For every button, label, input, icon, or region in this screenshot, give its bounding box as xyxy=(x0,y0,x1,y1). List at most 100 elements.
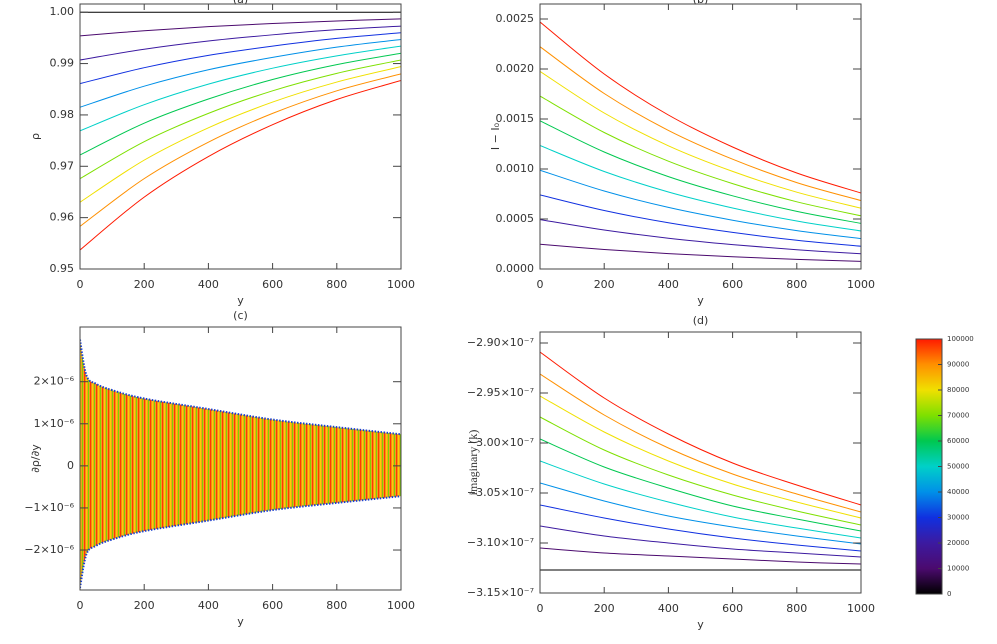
x-tick-label: 800 xyxy=(326,599,347,612)
colorbar-tick-label: 70000 xyxy=(947,412,969,420)
x-tick-label: 1000 xyxy=(847,602,875,615)
y-tick-label: −2.90×10⁻⁷ xyxy=(467,336,534,349)
colorbar-tick-label: 50000 xyxy=(947,463,969,471)
line xyxy=(540,416,861,526)
y-tick-label: −3.10×10⁻⁷ xyxy=(467,536,534,549)
plot-area xyxy=(540,351,861,571)
x-tick-label: 1000 xyxy=(387,599,415,612)
x-tick-label: 400 xyxy=(658,278,679,291)
line xyxy=(540,95,861,217)
x-tick-label: 0 xyxy=(537,278,544,291)
colorbar-tick-label: 90000 xyxy=(947,361,969,369)
x-axis-label: y xyxy=(697,618,704,631)
y-tick-label: 0.0015 xyxy=(496,112,535,125)
chart-title: (d) xyxy=(693,314,709,327)
x-tick-label: 800 xyxy=(326,278,347,291)
line xyxy=(80,38,401,108)
line xyxy=(540,145,861,232)
colorbar xyxy=(915,338,943,595)
y-tick-label: 0.95 xyxy=(50,262,75,275)
x-tick-label: 600 xyxy=(262,599,283,612)
line xyxy=(80,25,401,61)
x-tick-label: 0 xyxy=(77,278,84,291)
line xyxy=(540,194,861,247)
line xyxy=(540,243,861,262)
y-tick-label: −3.15×10⁻⁷ xyxy=(467,586,534,599)
line xyxy=(80,18,401,37)
line xyxy=(540,21,861,194)
y-tick-label: 0.0000 xyxy=(496,262,535,275)
chart-title: (b) xyxy=(693,0,709,6)
y-tick-label: −2.95×10⁻⁷ xyxy=(467,386,534,399)
x-tick-label: 200 xyxy=(594,278,615,291)
line xyxy=(540,525,861,558)
x-tick-label: 200 xyxy=(134,599,155,612)
y-tick-label: 0.0025 xyxy=(496,12,535,25)
plot-area xyxy=(80,339,401,589)
x-tick-label: 600 xyxy=(722,278,743,291)
line xyxy=(80,45,401,132)
x-tick-label: 1000 xyxy=(847,278,875,291)
y-tick-label: 1×10⁻⁶ xyxy=(34,417,75,430)
y-tick-label: 0.0020 xyxy=(496,62,535,75)
chart-title: (c) xyxy=(233,309,248,322)
x-tick-label: 400 xyxy=(658,602,679,615)
colorbar-tick-label: 100000 xyxy=(947,335,974,343)
x-axis-label: y xyxy=(237,294,244,307)
colorbar-tick-label: 60000 xyxy=(947,437,969,445)
line xyxy=(540,460,861,539)
x-tick-label: 600 xyxy=(262,278,283,291)
line xyxy=(540,219,861,255)
x-tick-label: 200 xyxy=(134,278,155,291)
x-axis-label: y xyxy=(237,615,244,628)
x-tick-label: 1000 xyxy=(387,278,415,291)
line xyxy=(80,73,401,227)
y-tick-label: 0.98 xyxy=(50,108,75,121)
line xyxy=(540,169,861,240)
plot-area xyxy=(540,21,861,269)
y-tick-label: −3.00×10⁻⁷ xyxy=(467,436,534,449)
y-axis-label: imaginary (k) xyxy=(466,430,480,496)
frame xyxy=(79,326,402,591)
line xyxy=(540,351,861,506)
colorbar-tick-label: 40000 xyxy=(947,488,969,496)
x-tick-label: 600 xyxy=(722,602,743,615)
line xyxy=(540,46,861,202)
y-tick-label: 2×10⁻⁶ xyxy=(34,375,75,388)
x-tick-label: 0 xyxy=(537,602,544,615)
y-tick-label: 0 xyxy=(67,459,74,472)
colorbar-tick-label: 80000 xyxy=(947,386,969,394)
y-tick-label: 0.99 xyxy=(50,57,75,70)
x-tick-label: 800 xyxy=(786,602,807,615)
line xyxy=(540,547,861,565)
x-axis-label: y xyxy=(697,294,704,307)
line xyxy=(80,32,401,85)
line xyxy=(80,66,401,203)
frame xyxy=(539,3,862,270)
x-tick-label: 800 xyxy=(786,278,807,291)
line xyxy=(80,52,401,156)
oscillation-band xyxy=(80,339,401,588)
line xyxy=(540,373,861,513)
y-axis-label: ρ xyxy=(29,133,42,140)
y-axis-label: I − I₀ xyxy=(489,122,502,150)
y-tick-label: −1×10⁻⁶ xyxy=(24,501,74,514)
y-axis-label: ∂ρ/∂y xyxy=(29,444,42,473)
y-tick-label: −2×10⁻⁶ xyxy=(24,543,74,556)
line xyxy=(540,395,861,519)
plot-area xyxy=(80,11,401,251)
frame xyxy=(79,3,402,270)
line xyxy=(540,504,861,552)
line xyxy=(540,120,861,224)
y-tick-label: 0.0005 xyxy=(496,212,535,225)
y-tick-label: 1.00 xyxy=(50,5,75,18)
y-tick-label: −3.05×10⁻⁷ xyxy=(467,486,534,499)
y-tick-label: 0.0010 xyxy=(496,162,535,175)
y-tick-label: 0.96 xyxy=(50,211,75,224)
x-tick-label: 0 xyxy=(77,599,84,612)
colorbar-tick-label: 0 xyxy=(947,590,951,598)
line xyxy=(540,438,861,532)
line xyxy=(540,70,861,209)
x-tick-label: 400 xyxy=(198,599,219,612)
